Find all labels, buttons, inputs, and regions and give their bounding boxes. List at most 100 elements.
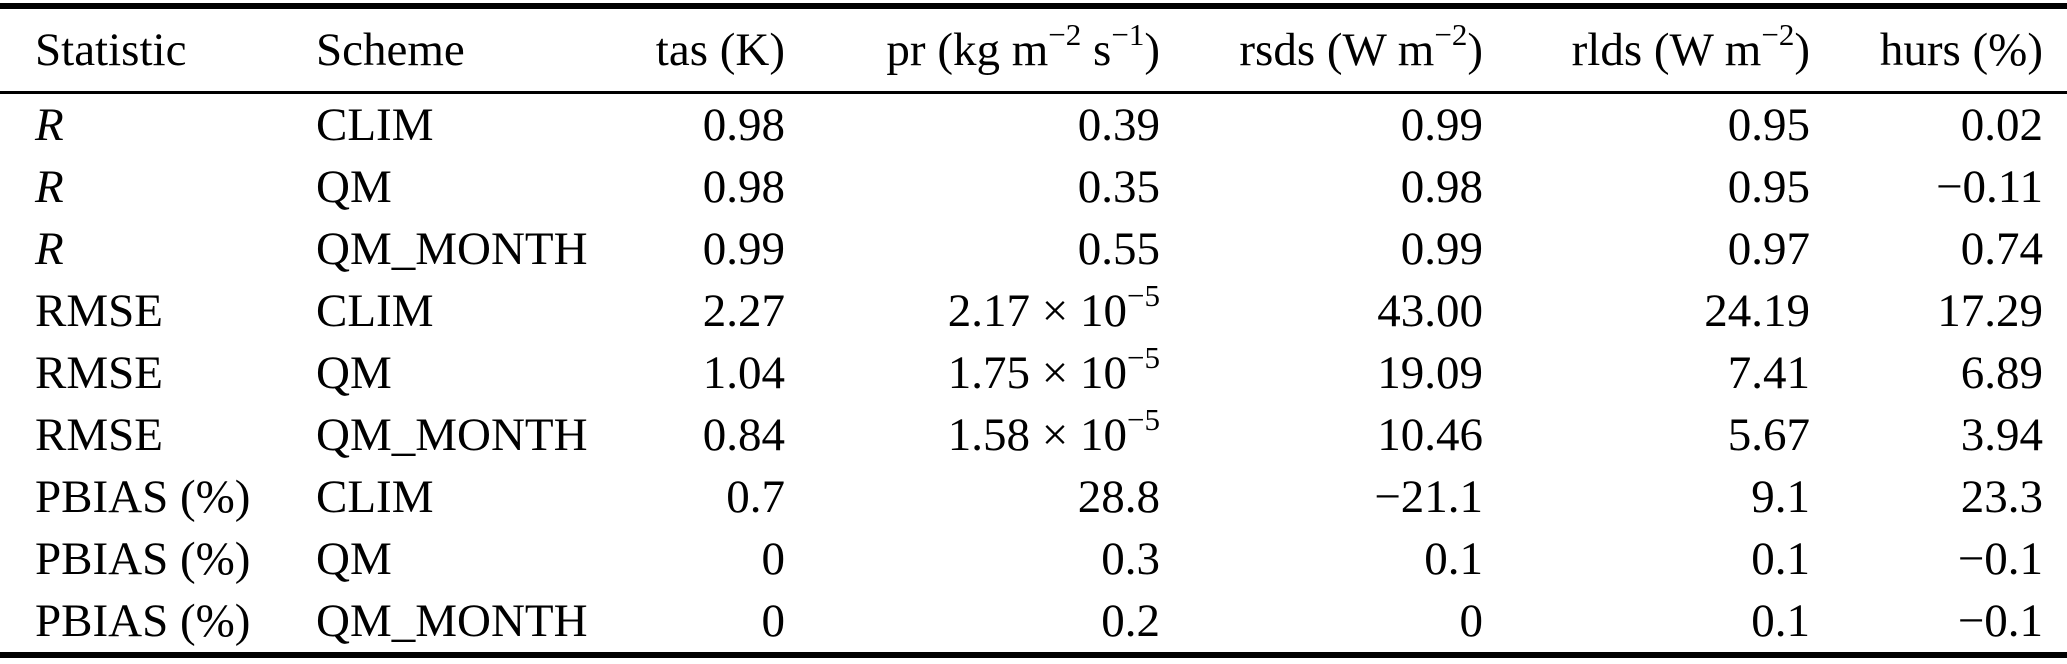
statistic-cell: PBIAS (%): [35, 470, 251, 523]
col-header-hurs: hurs (%): [1810, 6, 2067, 94]
table-header: Statistic Scheme tas (K) pr (kg m−2 s−1)…: [0, 6, 2067, 94]
scheme-cell: CLIM: [316, 98, 434, 151]
rsds-unit-exponent: −2: [1434, 16, 1468, 52]
hurs-value: 6.89: [1960, 346, 2043, 399]
pr-value: 1.75 × 10−5: [785, 342, 1160, 404]
rsds-value: 0: [1459, 594, 1484, 647]
pr-exponent: −5: [1127, 277, 1160, 313]
tas-value: 0.99: [702, 222, 785, 275]
tas-value: 0.84: [702, 408, 785, 461]
scheme-cell: QM: [316, 532, 392, 585]
rsds-value: 43.00: [1377, 284, 1483, 337]
rlds-unit-text-2: ): [1794, 23, 1810, 76]
col-header-tas: tas (K): [620, 6, 785, 94]
header-row: Statistic Scheme tas (K) pr (kg m−2 s−1)…: [0, 6, 2067, 94]
col-header-pr: pr (kg m−2 s−1): [785, 6, 1160, 94]
scheme-cell: CLIM: [316, 284, 434, 337]
table-row: R QM 0.98 0.35 0.98 0.95 −0.11: [0, 156, 2067, 218]
scheme-cell: QM_MONTH: [316, 222, 588, 275]
rsds-value: 0.99: [1400, 98, 1483, 151]
pr-mantissa: 0.2: [1101, 594, 1160, 647]
pr-mantissa: 2.17 × 10: [947, 284, 1127, 337]
tas-value: 0.7: [726, 470, 785, 523]
table-row: R QM_MONTH 0.99 0.55 0.99 0.97 0.74: [0, 218, 2067, 280]
scheme-cell: QM: [316, 346, 392, 399]
pr-value: 0.35: [785, 156, 1160, 218]
rlds-value: 7.41: [1727, 346, 1810, 399]
statistic-cell: R: [35, 160, 64, 213]
pr-unit-text: pr (kg m: [886, 23, 1049, 76]
table-row: RMSE QM_MONTH 0.84 1.58 × 10−5 10.46 5.6…: [0, 404, 2067, 466]
scheme-cell: QM_MONTH: [316, 408, 588, 461]
hurs-value: −0.1: [1957, 532, 2043, 585]
table-row: PBIAS (%) QM 0 0.3 0.1 0.1 −0.1: [0, 528, 2067, 590]
hurs-value: 3.94: [1960, 408, 2043, 461]
rsds-value: 10.46: [1377, 408, 1483, 461]
hurs-value: 23.3: [1960, 470, 2043, 523]
rsds-value: 19.09: [1377, 346, 1483, 399]
table-row: R CLIM 0.98 0.39 0.99 0.95 0.02: [0, 93, 2067, 157]
tas-value: 0.98: [702, 160, 785, 213]
rlds-value: 9.1: [1751, 470, 1810, 523]
rsds-unit-text-2: ): [1467, 23, 1483, 76]
pr-mantissa: 1.58 × 10: [947, 408, 1127, 461]
pr-value: 1.58 × 10−5: [785, 404, 1160, 466]
rlds-value: 24.19: [1704, 284, 1810, 337]
statistic-cell: RMSE: [35, 408, 163, 461]
col-header-rlds: rlds (W m−2): [1483, 6, 1810, 94]
rsds-value: 0.98: [1400, 160, 1483, 213]
table-row: RMSE QM 1.04 1.75 × 10−5 19.09 7.41 6.89: [0, 342, 2067, 404]
pr-value: 28.8: [785, 466, 1160, 528]
hurs-value: −0.11: [1935, 160, 2043, 213]
rlds-unit-exponent: −2: [1761, 16, 1795, 52]
rlds-value: 0.95: [1727, 160, 1810, 213]
pr-mantissa: 0.35: [1077, 160, 1160, 213]
pr-unit-text-3: ): [1144, 23, 1160, 76]
pr-mantissa: 1.75 × 10: [947, 346, 1127, 399]
table-row: PBIAS (%) QM_MONTH 0 0.2 0 0.1 −0.1: [0, 590, 2067, 655]
pr-unit-exponent-2: −1: [1111, 16, 1145, 52]
tas-value: 1.04: [702, 346, 785, 399]
rlds-value: 5.67: [1727, 408, 1810, 461]
statistic-cell: R: [35, 98, 64, 151]
pr-unit-exponent-1: −2: [1048, 16, 1082, 52]
pr-value: 0.3: [785, 528, 1160, 590]
table-row: RMSE CLIM 2.27 2.17 × 10−5 43.00 24.19 1…: [0, 280, 2067, 342]
rsds-value: 0.99: [1400, 222, 1483, 275]
pr-value: 0.55: [785, 218, 1160, 280]
pr-unit-text-2: s: [1081, 23, 1112, 76]
tas-value: 2.27: [702, 284, 785, 337]
pr-exponent: −5: [1127, 339, 1160, 375]
tas-value: 0: [761, 594, 786, 647]
pr-exponent: −5: [1127, 401, 1160, 437]
statistics-table: Statistic Scheme tas (K) pr (kg m−2 s−1)…: [0, 3, 2067, 658]
hurs-value: 0.74: [1960, 222, 2043, 275]
rlds-value: 0.95: [1727, 98, 1810, 151]
hurs-value: −0.1: [1957, 594, 2043, 647]
tas-value: 0.98: [702, 98, 785, 151]
pr-value: 0.39: [785, 93, 1160, 157]
scheme-cell: QM_MONTH: [316, 594, 588, 647]
scheme-cell: QM: [316, 160, 392, 213]
rlds-unit-text: rlds (W m: [1571, 23, 1762, 76]
statistic-cell: RMSE: [35, 284, 163, 337]
statistic-cell: PBIAS (%): [35, 594, 251, 647]
rsds-value: −21.1: [1374, 470, 1483, 523]
rlds-value: 0.97: [1727, 222, 1810, 275]
col-header-statistic: Statistic: [0, 6, 300, 94]
col-header-rsds: rsds (W m−2): [1160, 6, 1483, 94]
statistic-cell: PBIAS (%): [35, 532, 251, 585]
tas-value: 0: [761, 532, 786, 585]
pr-value: 2.17 × 10−5: [785, 280, 1160, 342]
pr-mantissa: 0.39: [1077, 98, 1160, 151]
pr-mantissa: 0.3: [1101, 532, 1160, 585]
statistic-cell: R: [35, 222, 64, 275]
table-row: PBIAS (%) CLIM 0.7 28.8 −21.1 9.1 23.3: [0, 466, 2067, 528]
statistic-cell: RMSE: [35, 346, 163, 399]
pr-mantissa: 28.8: [1077, 470, 1160, 523]
rlds-value: 0.1: [1751, 532, 1810, 585]
rsds-value: 0.1: [1424, 532, 1483, 585]
scheme-cell: CLIM: [316, 470, 434, 523]
hurs-value: 0.02: [1960, 98, 2043, 151]
